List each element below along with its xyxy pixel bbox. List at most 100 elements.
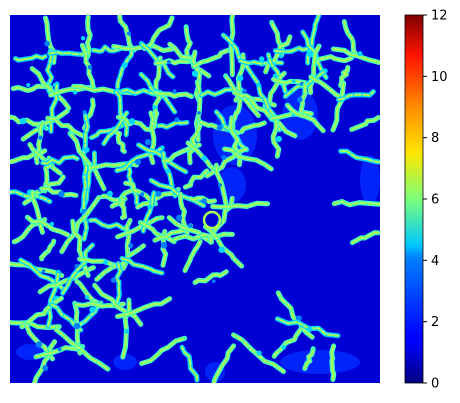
membrane-edge: [303, 347, 315, 370]
membrane-bead: [201, 198, 207, 204]
membrane-bead: [41, 269, 46, 273]
membrane-edge: [14, 54, 47, 62]
membrane-bead: [26, 83, 31, 87]
membrane-bead: [140, 192, 145, 197]
membrane-edge: [121, 299, 131, 359]
membrane-bead: [176, 214, 183, 221]
membrane-edge: [181, 346, 199, 382]
colorbar-tick-label: 0: [431, 377, 439, 392]
membrane-bead: [242, 88, 247, 93]
membrane-bead: [188, 223, 193, 228]
membrane-bead: [218, 246, 225, 253]
colorbar: 0 2 4 6 8 10 12: [404, 9, 448, 392]
heatmap-membranes: [10, 15, 380, 383]
membrane-edge: [212, 344, 235, 383]
membrane-bead: [58, 190, 65, 198]
membrane-edge: [28, 143, 62, 175]
membrane-bead: [160, 241, 168, 249]
membrane-edge: [343, 20, 358, 57]
membrane-edge: [118, 15, 136, 52]
membrane-edge: [31, 67, 70, 110]
membrane-bead: [306, 326, 313, 333]
heatmap-blob: [360, 155, 380, 205]
membrane-edge: [330, 344, 335, 381]
membrane-bead: [84, 295, 90, 300]
membrane-edge: [339, 150, 380, 164]
membrane-edge: [192, 48, 230, 68]
membrane-edge: [41, 155, 79, 165]
membrane-bead: [19, 117, 27, 125]
colorbar-tick-label: 10: [431, 70, 448, 85]
membrane-bead: [172, 89, 177, 94]
membrane-bead: [152, 105, 157, 110]
membrane-edge: [223, 147, 273, 170]
membrane-edge: [26, 216, 70, 237]
colorbar-ticks: 0 2 4 6 8 10 12: [404, 9, 448, 392]
membrane-edge: [274, 46, 311, 53]
membrane-bead: [74, 264, 79, 268]
membrane-edge: [286, 104, 325, 132]
membrane-edge: [192, 50, 201, 102]
membrane-edge: [143, 16, 174, 50]
membrane-edge: [46, 117, 87, 139]
membrane-bead: [221, 155, 227, 161]
membrane-bead: [197, 111, 201, 115]
membrane-edge: [189, 196, 216, 203]
membrane-bead: [126, 31, 131, 36]
membrane-edge: [114, 90, 128, 136]
membrane-bead: [147, 204, 152, 210]
heatmap-blob: [113, 354, 137, 370]
membrane-bead: [281, 345, 287, 350]
membrane-edge: [119, 196, 126, 219]
membrane-edge: [273, 327, 302, 358]
membrane-edge: [95, 244, 145, 281]
colorbar-tick-label: 2: [431, 315, 439, 330]
membrane-bead: [275, 135, 282, 143]
membrane-bead: [49, 221, 55, 227]
membrane-bead: [216, 124, 223, 131]
membrane-edge: [60, 196, 100, 253]
membrane-edge: [75, 301, 102, 329]
membrane-bead: [134, 158, 142, 165]
membrane-edge: [40, 240, 55, 260]
membrane-edge: [43, 157, 52, 193]
membrane-ring: [202, 210, 222, 230]
membrane-edge: [92, 45, 122, 53]
membrane-bead: [110, 277, 117, 283]
membrane-bead: [80, 36, 86, 41]
membrane-edge: [81, 151, 96, 213]
membrane-edge: [205, 147, 248, 177]
membrane-bead: [258, 56, 265, 62]
membrane-edge: [61, 243, 94, 295]
colorbar-tick-label: 6: [431, 193, 439, 208]
membrane-bead: [174, 117, 180, 123]
membrane-edge: [10, 190, 51, 203]
membrane-edge: [48, 51, 90, 56]
membrane-bead: [256, 350, 262, 356]
membrane-bead: [357, 51, 363, 57]
membrane-edge: [82, 175, 88, 241]
membrane-bead: [212, 279, 216, 284]
membrane-bead: [128, 243, 134, 249]
membrane-edge: [277, 291, 314, 339]
membrane-bead: [72, 90, 78, 95]
membrane-edge: [153, 91, 193, 98]
membrane-edge: [157, 121, 189, 129]
membrane-bead: [124, 329, 130, 334]
membrane-edge: [34, 121, 44, 164]
membrane-edge: [31, 191, 44, 234]
membrane-bead: [165, 168, 171, 174]
membrane-edge: [240, 121, 266, 133]
membrane-bead: [218, 183, 222, 188]
membrane-bead: [166, 60, 172, 65]
membrane-bead: [42, 365, 49, 371]
heatmap-image: [10, 15, 380, 383]
membrane-edge: [116, 216, 164, 238]
membrane-edge: [50, 303, 82, 332]
membrane-edge: [351, 231, 380, 244]
membrane-bead: [155, 190, 162, 197]
membrane-edge: [115, 131, 126, 153]
membrane-edge: [183, 240, 202, 272]
membrane-edge: [120, 257, 164, 274]
